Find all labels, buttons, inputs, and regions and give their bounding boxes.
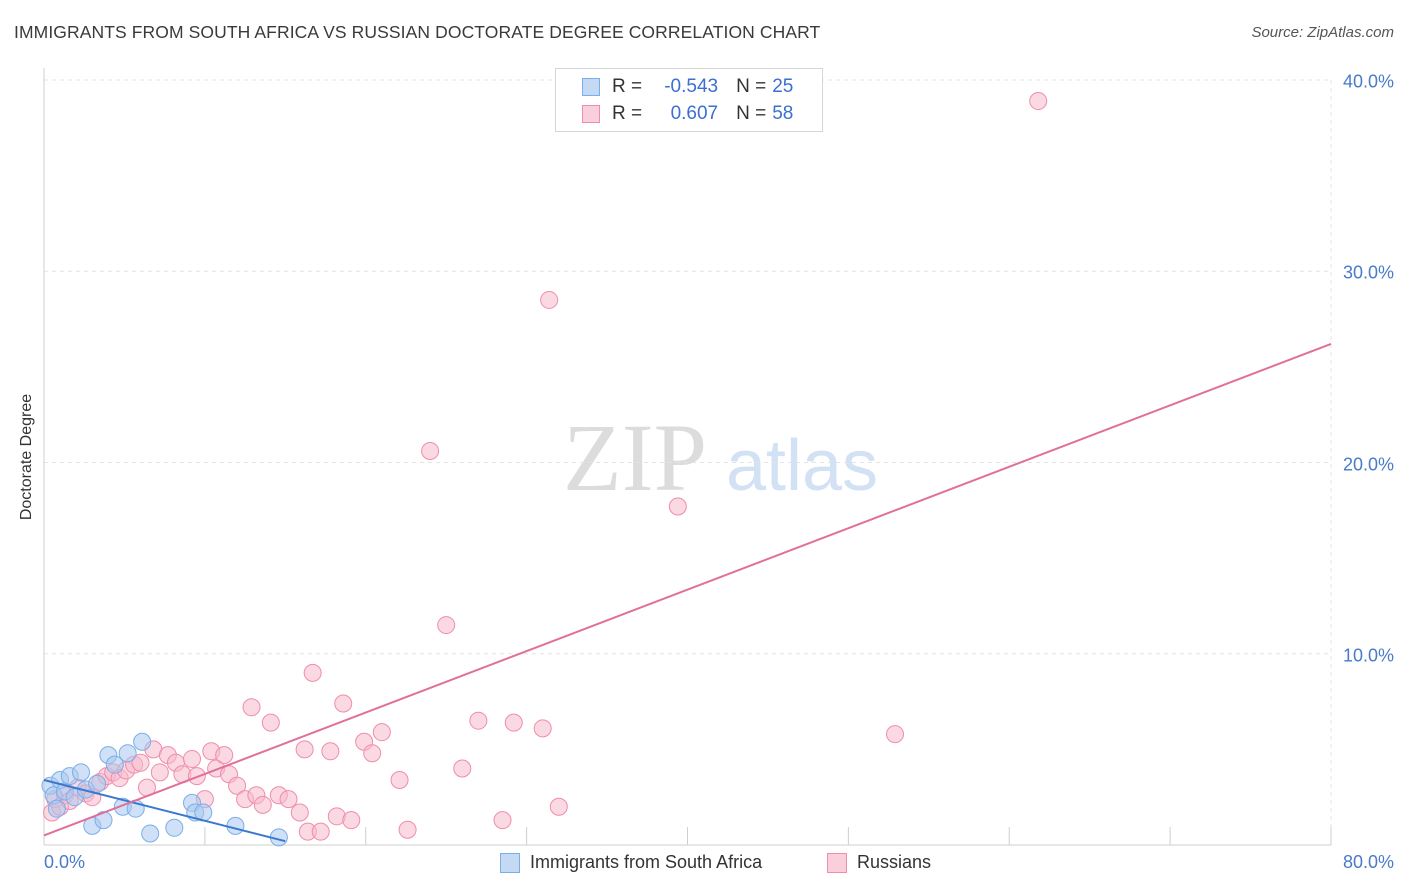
legend-r-label: R = (612, 76, 643, 97)
point-south-africa (88, 774, 107, 793)
point-russians (533, 719, 552, 738)
y-tick-label: 40.0% (1342, 71, 1394, 92)
trend-lines (43, 342, 1332, 843)
y-tick-label: 20.0% (1342, 454, 1394, 474)
point-south-africa (133, 732, 152, 751)
point-russians (311, 822, 330, 841)
point-russians (261, 713, 280, 732)
point-south-africa (165, 818, 184, 837)
point-russians (131, 753, 150, 772)
point-south-africa (105, 755, 124, 774)
point-south-africa (226, 816, 245, 835)
legend-r-value: -0.543 (664, 76, 719, 97)
point-russians (886, 725, 905, 744)
legend-row-russians: R = 0.607 N = 58 (582, 102, 793, 126)
watermark-atlas: atlas (726, 426, 878, 506)
point-russians (215, 746, 234, 765)
trend-line-south-africa (43, 779, 286, 843)
point-russians (469, 711, 488, 730)
point-russians (1029, 92, 1048, 111)
point-south-africa (72, 763, 91, 782)
series-legend-south-africa: Immigrants from South Africa (500, 852, 762, 873)
legend-n-label: N = (736, 76, 767, 97)
legend-n-value: 25 (772, 76, 794, 97)
legend-n-value: 58 (772, 103, 794, 124)
point-russians (372, 723, 391, 742)
point-russians (279, 790, 298, 809)
point-russians (363, 744, 382, 763)
series-swatch-blue (500, 852, 520, 873)
legend-swatch-pink (582, 105, 600, 123)
point-russians (342, 811, 361, 830)
point-south-africa (47, 799, 66, 818)
point-russians (150, 763, 169, 782)
point-russians (253, 795, 272, 814)
point-russians (228, 776, 247, 795)
x-tick-label-min: 0.0% (44, 852, 86, 872)
legend-r-label: R = (612, 103, 643, 124)
y-tick-label: 30.0% (1342, 262, 1394, 283)
point-russians (421, 442, 440, 461)
point-russians (334, 694, 353, 713)
point-russians (295, 740, 314, 759)
point-russians (504, 713, 523, 732)
point-russians (668, 497, 687, 516)
point-russians (453, 759, 472, 778)
legend-n-label: N = (736, 103, 767, 124)
point-south-africa (118, 744, 137, 763)
x-tick-label-max: 80.0% (1342, 852, 1394, 872)
chart-source: Source: ZipAtlas.com (1251, 24, 1394, 41)
legend-r-value: 0.607 (670, 103, 719, 124)
watermark-zip: ZIP (563, 404, 707, 511)
trend-line-russians (43, 342, 1332, 837)
point-russians (549, 797, 568, 816)
point-russians (321, 742, 340, 761)
point-russians (303, 663, 322, 682)
point-russians (437, 616, 456, 635)
point-south-africa (141, 824, 160, 843)
series-legend-russians: Russians (827, 852, 931, 873)
point-russians (493, 811, 512, 830)
correlation-legend: R = -0.543 N = 25 R = 0.607 N = 58 (555, 68, 823, 132)
point-russians (242, 698, 261, 717)
axes (43, 68, 1332, 846)
legend-swatch-blue (582, 78, 600, 96)
point-russians (290, 803, 309, 822)
gridlines (44, 79, 1332, 845)
point-russians (183, 749, 202, 768)
data-points (41, 92, 1048, 847)
point-russians (540, 290, 559, 309)
series-swatch-pink (827, 852, 847, 873)
series-label: Immigrants from South Africa (530, 852, 763, 872)
point-russians (398, 820, 417, 839)
chart-title: IMMIGRANTS FROM SOUTH AFRICA VS RUSSIAN … (14, 22, 821, 42)
point-russians (390, 770, 409, 789)
y-tick-label: 10.0% (1342, 645, 1394, 666)
series-label: Russians (857, 852, 932, 872)
legend-row-south-africa: R = -0.543 N = 25 (582, 75, 793, 99)
